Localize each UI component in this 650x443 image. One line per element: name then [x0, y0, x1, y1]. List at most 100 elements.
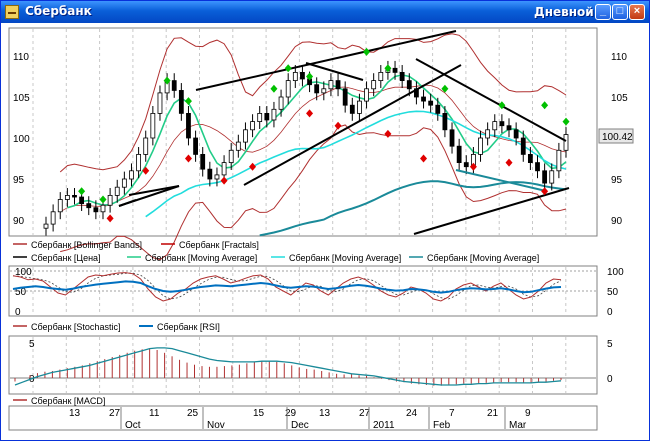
y-tick-label: 0 — [607, 374, 613, 385]
x-tick-label: 27 — [109, 408, 121, 419]
macd-legend: Сбербанк [MACD] — [13, 396, 105, 406]
candle-body — [121, 178, 127, 188]
y-tick-label: 0 — [29, 374, 35, 385]
time-axis — [8, 405, 598, 431]
trend-line[interactable] — [305, 62, 364, 81]
x-month-label: Nov — [207, 420, 225, 431]
trend-line[interactable] — [118, 199, 137, 207]
candle-body — [186, 113, 191, 139]
candle-body — [57, 199, 63, 213]
trend-line[interactable] — [195, 30, 457, 91]
y-tick-label: 110 — [611, 52, 627, 63]
candle-body — [456, 145, 462, 163]
legend-label: Сбербанк [RSI] — [157, 322, 220, 332]
legend-label: Сбербанк [Bollinger Bands] — [31, 240, 142, 250]
fractal-up-marker — [441, 84, 449, 93]
candle-body — [50, 211, 56, 225]
close-button[interactable]: × — [629, 4, 645, 20]
window-title: Сбербанк — [25, 4, 92, 18]
candle-body — [399, 72, 405, 82]
candle-body — [171, 80, 177, 91]
legend-label: Сбербанк [Moving Average] — [289, 253, 401, 263]
chart-area[interactable]: 1101101051051001009595909010010050500055… — [1, 23, 649, 440]
legend-label: Сбербанк [Moving Average] — [145, 253, 257, 263]
fractal-down-marker — [420, 154, 428, 163]
fractal-down-marker — [505, 158, 513, 167]
candle-body — [328, 80, 334, 90]
fractal-down-marker — [220, 176, 228, 185]
x-month-label: Dec — [291, 420, 309, 431]
candle-body — [178, 90, 184, 114]
trend-line[interactable] — [243, 64, 462, 186]
candle-body — [506, 125, 512, 131]
candle-body — [549, 170, 555, 184]
candle-body — [136, 153, 142, 172]
candle-body — [478, 137, 483, 155]
title-bar[interactable]: Сбербанк Дневной _ □ × — [1, 1, 649, 23]
fractal-down-marker — [306, 109, 314, 118]
y-tick-label: 90 — [611, 216, 623, 227]
candle-body — [129, 170, 134, 180]
oscillator-legend: Сбербанк [Stochastic] Сбербанк [RSI] — [13, 322, 220, 332]
x-tick-label: 13 — [319, 408, 331, 419]
minimize-button[interactable]: _ — [595, 4, 611, 20]
fractal-up-marker — [270, 84, 278, 93]
x-month-label: Feb — [433, 420, 451, 431]
trend-line[interactable] — [415, 58, 567, 142]
fractal-down-marker — [142, 166, 150, 175]
candle-body — [542, 170, 548, 184]
fractal-markers — [78, 47, 570, 223]
fractal-down-marker — [334, 121, 342, 130]
candle-body — [392, 67, 398, 73]
candle-body — [428, 100, 434, 106]
candle-body — [193, 137, 198, 155]
macd-signal-line — [14, 347, 562, 386]
fractal-down-marker — [384, 129, 392, 138]
x-tick-label: 11 — [149, 408, 160, 419]
x-month-label: 2011 — [373, 420, 395, 431]
x-tick-label: 27 — [359, 408, 371, 419]
y-tick-label: 90 — [13, 216, 25, 227]
y-tick-label: 5 — [607, 339, 613, 350]
candle-body — [228, 149, 234, 164]
x-tick-label: 24 — [406, 408, 418, 419]
fractal-down-marker — [469, 162, 477, 171]
candle-body — [300, 72, 305, 80]
trend-line[interactable] — [413, 187, 570, 235]
candle-body — [371, 80, 377, 90]
candle-body — [321, 88, 327, 94]
chart-svg[interactable]: 1101101051051001009595909010010050500055… — [1, 23, 649, 440]
fractal-up-marker — [78, 187, 86, 196]
fractal-down-marker — [106, 214, 114, 223]
candle-body — [535, 162, 540, 172]
candle-body — [314, 84, 320, 94]
candle-body — [378, 72, 384, 82]
candle-body — [335, 80, 341, 90]
fractal-up-marker — [184, 97, 192, 106]
candle-body — [278, 96, 284, 110]
candle-body — [93, 207, 99, 213]
fractal-up-marker — [384, 64, 392, 73]
fractal-down-marker — [249, 162, 257, 171]
bollinger-lower — [60, 124, 567, 261]
legend-label: Сбербанк [Цена] — [31, 253, 101, 263]
y-tick-label: 95 — [611, 175, 623, 186]
candle-body — [342, 88, 348, 106]
candle-body — [250, 121, 255, 131]
x-tick-label: 25 — [187, 408, 199, 419]
candle-body — [64, 194, 70, 200]
candle-body — [150, 113, 156, 139]
candle-body — [214, 174, 220, 180]
candle-body — [207, 168, 213, 180]
maximize-button[interactable]: □ — [612, 4, 628, 20]
trend-line[interactable] — [455, 169, 547, 192]
y-tick-label: 0 — [607, 307, 613, 318]
candle-body — [556, 149, 562, 172]
y-tick-label: 5 — [29, 339, 35, 350]
candle-body — [257, 113, 263, 123]
y-tick-label: 0 — [15, 307, 21, 318]
app-icon — [5, 5, 19, 19]
bollinger-upper — [59, 33, 567, 173]
trend-line[interactable] — [128, 185, 180, 196]
